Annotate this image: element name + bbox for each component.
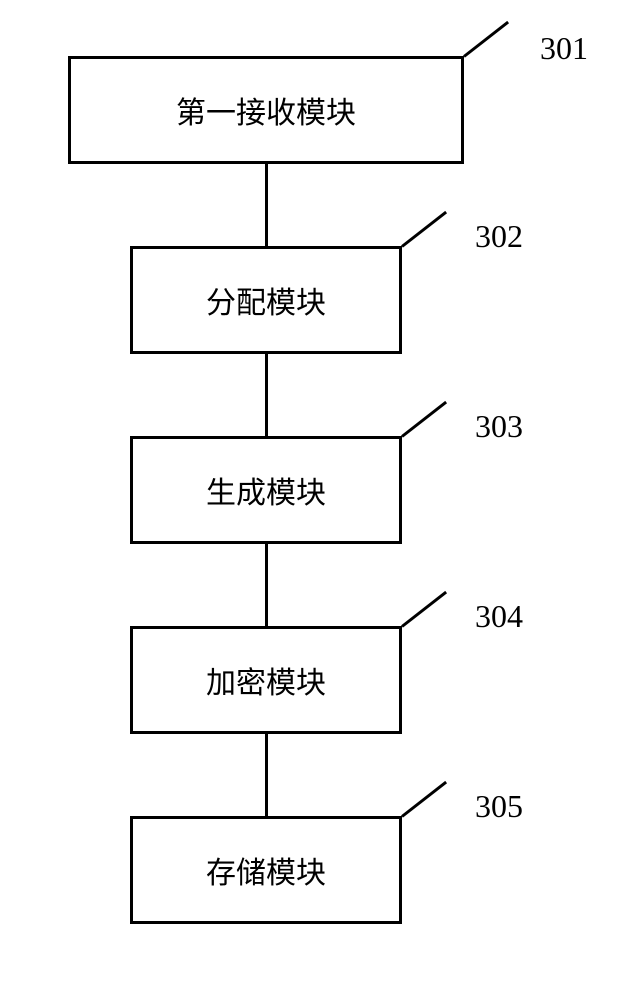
callout-label: 302 — [475, 218, 523, 255]
flowchart-node-label: 存储模块 — [206, 848, 326, 892]
flowchart-edge — [265, 734, 268, 816]
flowchart-node-label: 加密模块 — [206, 658, 326, 702]
flowchart-node-label: 生成模块 — [206, 468, 326, 512]
flowchart-edge — [265, 354, 268, 436]
callout-line — [401, 400, 447, 437]
flowchart-node-label: 第一接收模块 — [176, 88, 356, 132]
callout-line — [401, 780, 447, 817]
callout-label: 305 — [475, 788, 523, 825]
flowchart-node-label: 分配模块 — [206, 278, 326, 322]
callout-line — [463, 20, 509, 57]
flowchart-node: 加密模块 — [130, 626, 402, 734]
flowchart-node: 生成模块 — [130, 436, 402, 544]
flowchart-edge — [265, 164, 268, 246]
callout-label: 304 — [475, 598, 523, 635]
flowchart-node: 存储模块 — [130, 816, 402, 924]
callout-label: 301 — [540, 30, 588, 67]
callout-line — [401, 210, 447, 247]
flowchart-node: 分配模块 — [130, 246, 402, 354]
flowchart-node: 第一接收模块 — [68, 56, 464, 164]
callout-line — [401, 590, 447, 627]
callout-label: 303 — [475, 408, 523, 445]
flowchart-stage: 第一接收模块 301 分配模块 302 生成模块 303 加密模块 304 存储模块 305 — [0, 0, 624, 1000]
flowchart-edge — [265, 544, 268, 626]
